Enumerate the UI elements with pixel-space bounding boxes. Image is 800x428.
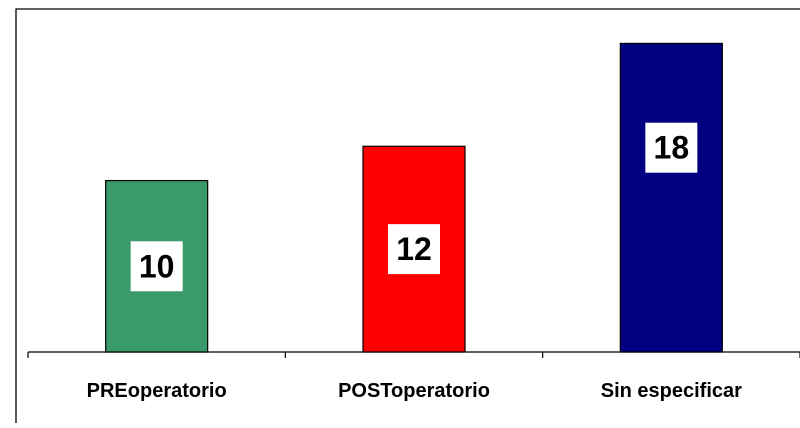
data-label: 10 bbox=[139, 248, 175, 284]
data-label-box bbox=[388, 224, 440, 275]
plot-frame bbox=[15, 8, 800, 423]
data-label-box bbox=[645, 122, 698, 173]
data-label: 12 bbox=[396, 231, 432, 267]
category-label: PREoperatorio bbox=[87, 380, 227, 402]
category-label: POSToperatorio bbox=[338, 380, 490, 402]
data-label-box bbox=[130, 241, 183, 292]
bar-sin-especificar bbox=[619, 42, 723, 353]
category-label: Sin especificar bbox=[601, 380, 742, 402]
data-label: 18 bbox=[654, 130, 690, 166]
